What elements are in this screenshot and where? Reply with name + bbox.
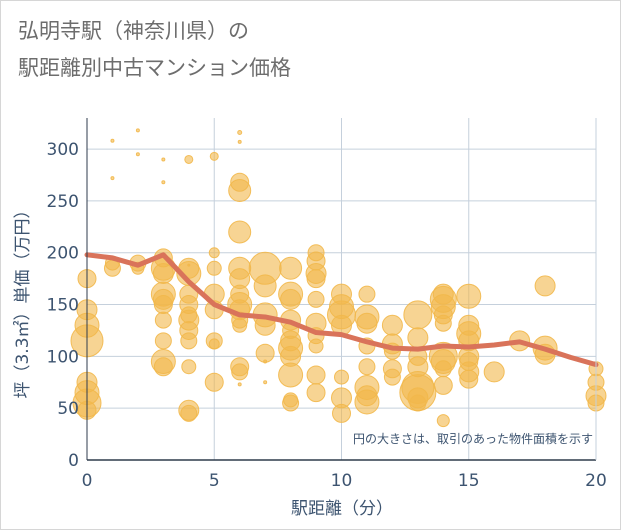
bubble-point — [356, 312, 378, 334]
bubble-point — [407, 327, 429, 349]
bubble-point — [263, 380, 268, 385]
bubble-point — [409, 394, 427, 412]
bubble-point — [180, 404, 198, 422]
y-axis-title: 坪（3.3㎡）単価（万円） — [13, 201, 33, 398]
bubble-point — [306, 269, 326, 289]
x-tick-label: 15 — [458, 471, 480, 491]
y-tick-label: 250 — [47, 192, 79, 212]
bubble-point — [135, 128, 140, 133]
bubble-point — [181, 359, 197, 375]
bubble-point — [231, 363, 249, 381]
y-tick-label: 150 — [47, 296, 79, 316]
bubble-point — [153, 357, 173, 377]
bubble-point — [433, 375, 453, 395]
x-axis-title: 駅距離（分） — [291, 499, 393, 519]
bubble-point — [308, 338, 324, 354]
bubble-point — [307, 290, 325, 308]
bubble-point — [228, 220, 252, 244]
bubble-point — [204, 372, 224, 392]
bubble-point — [282, 394, 300, 412]
bubble-point — [434, 314, 452, 332]
bubble-point — [383, 368, 401, 386]
bubble-point — [332, 403, 351, 423]
chart-title-line-2: 駅距離別中古マンション価格 — [18, 56, 291, 80]
bubble-point — [279, 256, 303, 280]
bubble-point — [206, 260, 222, 276]
bubble-point — [278, 362, 304, 388]
bubble-point — [180, 332, 198, 350]
bubble-point — [403, 300, 433, 330]
bubble-point — [358, 285, 376, 303]
bubble-point — [381, 314, 403, 336]
bubble-point — [237, 130, 243, 136]
bubble-point — [154, 332, 172, 350]
bubble-point — [436, 414, 450, 428]
bubble-point — [161, 180, 166, 185]
bubble-point — [228, 179, 252, 203]
bubble-point — [135, 152, 140, 157]
bubble-point — [208, 247, 220, 259]
x-tick-label: 10 — [331, 471, 353, 491]
x-tick-label: 5 — [209, 471, 220, 491]
bubble-point — [358, 358, 376, 376]
average-line-series — [84, 252, 599, 368]
bubble-point — [152, 262, 174, 284]
bubble-point — [161, 157, 166, 162]
bubble-size-note: 円の大きさは、取引のあった物件面積を示す — [353, 431, 593, 446]
average-price-line — [84, 252, 599, 368]
bubble-point — [154, 311, 172, 329]
bubble-point — [306, 383, 326, 403]
bubble-point — [334, 369, 349, 385]
x-tick-labels: 0 5 10 15 20 — [82, 471, 607, 491]
axes — [86, 118, 597, 461]
bubble-point — [456, 283, 482, 309]
bubble-point — [110, 176, 115, 181]
bubble-point — [232, 317, 248, 333]
bubble-point — [253, 274, 277, 298]
bubble-point — [354, 389, 380, 415]
bubble-point — [306, 365, 326, 385]
bubble-point — [483, 361, 505, 383]
x-tick-label: 20 — [585, 471, 607, 491]
y-tick-label: 300 — [47, 140, 79, 160]
chart-title-line-1: 弘明寺駅（神奈川県）の — [18, 19, 249, 43]
bubble-point — [459, 369, 479, 389]
x-tick-label: 0 — [82, 471, 93, 491]
bubble-point — [237, 382, 242, 387]
bubble-point — [237, 139, 242, 144]
y-tick-label: 200 — [47, 244, 79, 264]
bubble-point — [434, 360, 452, 378]
y-tick-label: 50 — [57, 399, 79, 419]
bubble-point — [263, 359, 268, 364]
bubble-point — [209, 151, 219, 161]
y-tick-labels: 0 50 100 150 200 250 300 — [47, 140, 79, 471]
bubble-point — [280, 288, 302, 310]
bubble-point — [153, 295, 173, 315]
bubble-point — [103, 259, 121, 277]
bubble-point — [534, 275, 556, 297]
bubble-point — [110, 138, 115, 143]
y-tick-label: 0 — [68, 451, 79, 471]
y-tick-label: 100 — [47, 347, 79, 367]
bubble-series — [70, 128, 607, 428]
bubble-point — [184, 154, 194, 164]
bubble-point — [208, 338, 220, 350]
